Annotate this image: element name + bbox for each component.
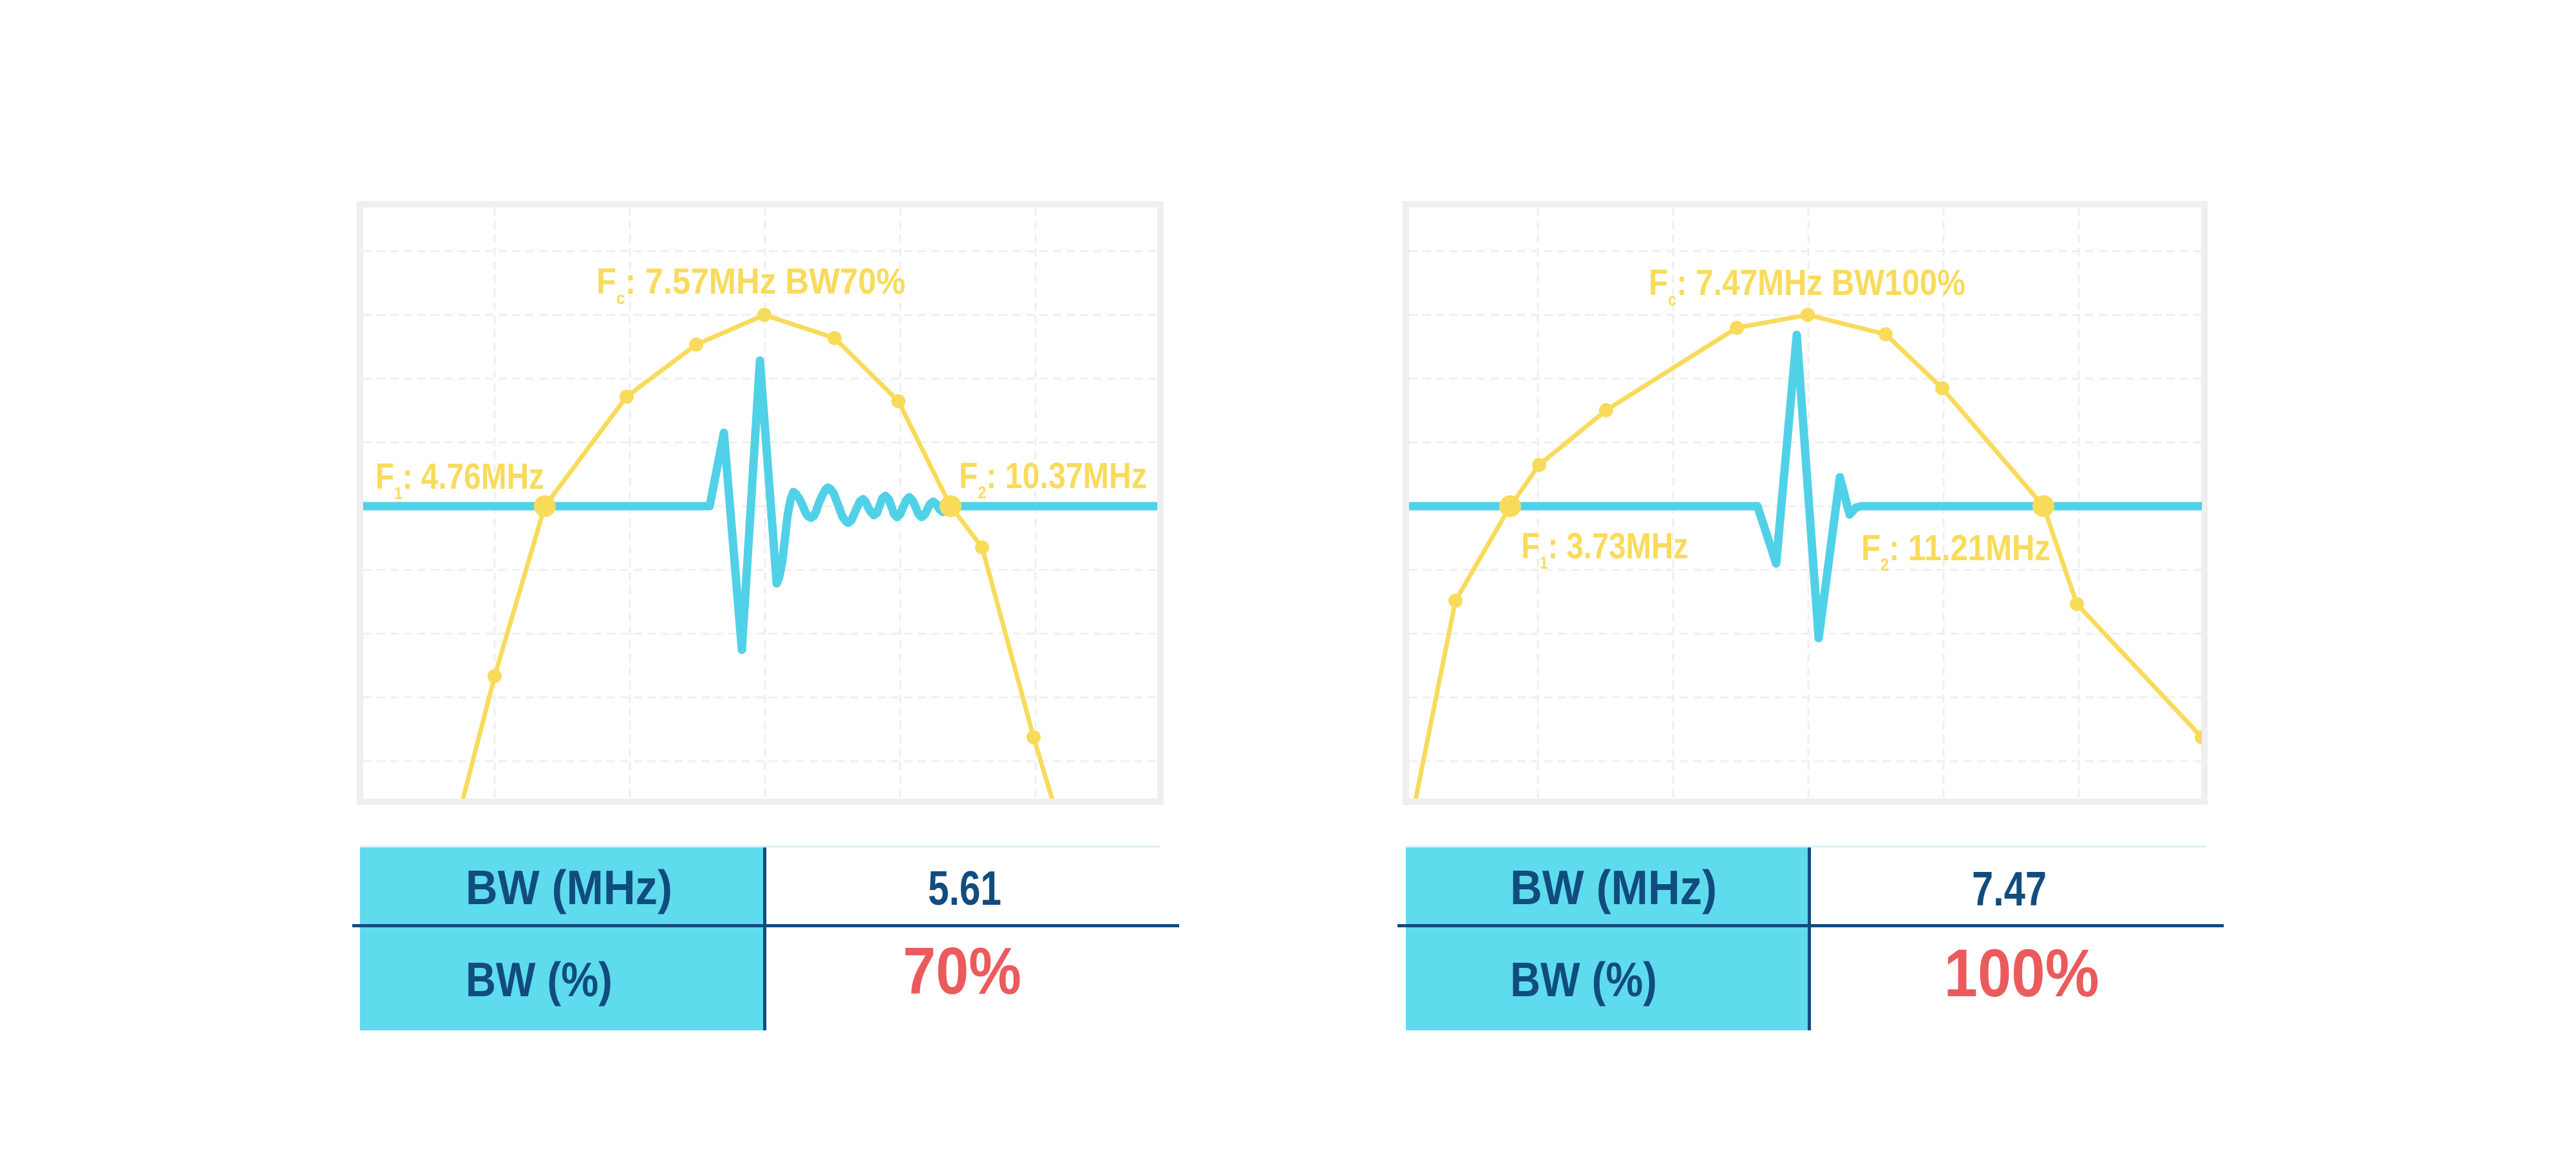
- svg-text:F2: 11.21MHz: F2: 11.21MHz: [1861, 527, 2050, 574]
- svg-text:70%: 70%: [903, 934, 1021, 1008]
- svg-text:Fc: 7.57MHz BW70%: Fc: 7.57MHz BW70%: [596, 261, 905, 308]
- svg-text:BW (MHz): BW (MHz): [1510, 860, 1717, 914]
- svg-text:Fc: 7.47MHz BW100%: Fc: 7.47MHz BW100%: [1649, 262, 1965, 309]
- svg-text:100%: 100%: [1944, 936, 2099, 1011]
- svg-text:5.61: 5.61: [928, 861, 1001, 915]
- svg-text:F1: 4.76MHz: F1: 4.76MHz: [375, 456, 544, 503]
- svg-text:F1: 3.73MHz: F1: 3.73MHz: [1521, 525, 1689, 572]
- svg-text:F2: 10.37MHz: F2: 10.37MHz: [959, 455, 1147, 502]
- svg-text:BW (%): BW (%): [1510, 952, 1657, 1007]
- svg-text:BW (%): BW (%): [466, 952, 612, 1007]
- svg-text:7.47: 7.47: [1972, 862, 2047, 916]
- svg-text:BW (MHz): BW (MHz): [466, 860, 672, 914]
